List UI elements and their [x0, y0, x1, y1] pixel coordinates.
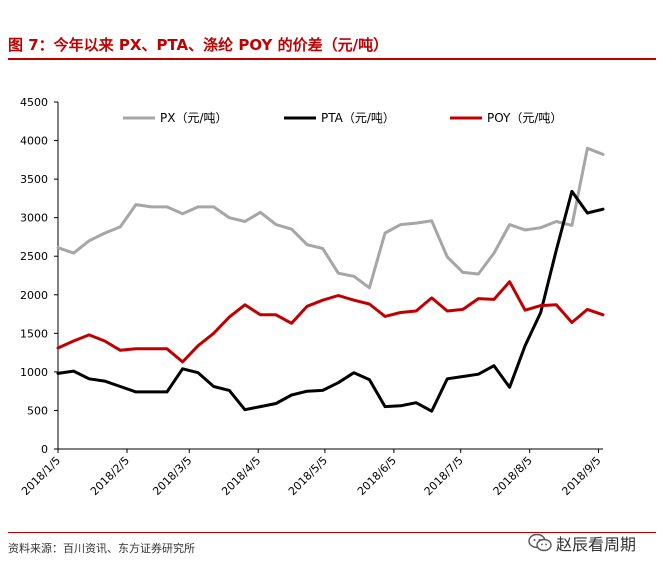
source-note: 资料来源：百川资讯、东方证券研究所: [8, 542, 195, 555]
y-axis-ticks: 0 500 1000 1500 2000 2500 3000 3500 4000 4500: [20, 96, 58, 456]
footer-divider: [8, 532, 656, 533]
title-divider: [8, 58, 656, 60]
x-axis-ticks: 2018/1/5 2018/2/5 2018/3/5 2018/4/5 2018/5/5…: [19, 449, 604, 498]
y-tick-label: 3000: [20, 212, 48, 225]
y-tick-label: 4000: [20, 135, 48, 148]
x-tick-label: 2018/7/5: [422, 454, 466, 498]
y-tick-label: 0: [41, 443, 48, 456]
series-line-0: [56, 146, 605, 290]
series-lines: [56, 146, 605, 413]
y-tick-label: 4500: [20, 96, 48, 109]
watermark: 赵辰看周期: [528, 531, 636, 555]
y-tick-label: 1500: [20, 327, 48, 340]
wechat-icon: [528, 533, 552, 552]
legend-label-2: POY（元/吨）: [487, 111, 562, 125]
watermark-label: 赵辰看周期: [556, 535, 637, 554]
series-line-1: [56, 189, 605, 413]
chart-legend: PX（元/吨） PTA（元/吨） POY（元/吨）: [123, 111, 562, 125]
legend-label-1: PTA（元/吨）: [321, 111, 395, 125]
x-tick-label: 2018/9/5: [559, 454, 603, 498]
x-tick-label: 2018/8/5: [491, 454, 535, 498]
y-tick-label: 2500: [20, 250, 48, 263]
y-tick-label: 1000: [20, 366, 48, 379]
chart-title: 图 7：今年以来 PX、PTA、涤纶 POY 的价差（元/吨）: [8, 36, 389, 54]
x-tick-label: 2018/2/5: [88, 454, 132, 498]
y-tick-label: 2000: [20, 289, 48, 302]
y-tick-label: 500: [27, 404, 48, 417]
x-tick-label: 2018/4/5: [219, 454, 263, 498]
legend-label-0: PX（元/吨）: [160, 111, 228, 125]
y-tick-label: 3500: [20, 173, 48, 186]
chart-axes: [57, 102, 603, 450]
series-line-2: [56, 280, 605, 364]
x-tick-label: 2018/6/5: [355, 454, 399, 498]
x-tick-label: 2018/5/5: [286, 454, 330, 498]
x-tick-label: 2018/3/5: [150, 454, 194, 498]
x-tick-label: 2018/1/5: [19, 454, 63, 498]
